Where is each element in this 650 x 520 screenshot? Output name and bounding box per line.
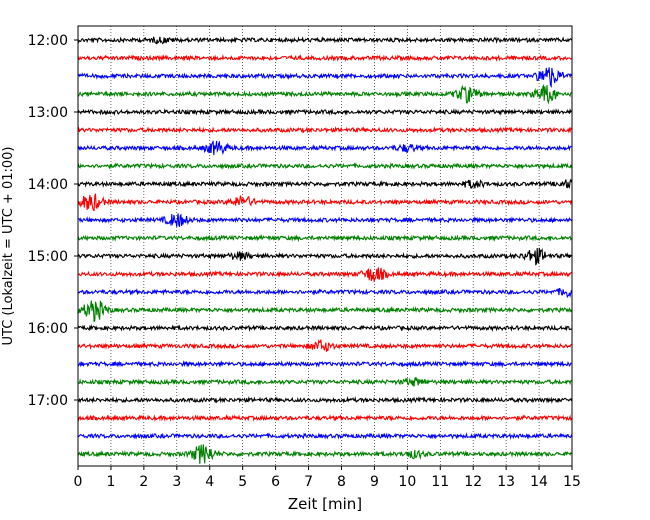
seismic-traces (77, 36, 573, 464)
trace-1230 (77, 67, 572, 89)
x-tick-label: 13 (497, 474, 515, 490)
x-tick-label: 2 (139, 474, 148, 490)
trace-1745 (77, 444, 572, 464)
x-tick-label: 7 (304, 474, 313, 490)
trace-1515 (77, 267, 572, 283)
y-axis-label: UTC (Lokalzeit = UTC + 01:00) (1, 147, 16, 346)
x-tick-label: 0 (74, 474, 83, 490)
trace-1330 (77, 140, 572, 156)
y-tick-label: 14:00 (28, 177, 68, 193)
trace-1430 (77, 213, 572, 227)
x-tick-label: 10 (398, 474, 416, 490)
y-tick-label: 13:00 (28, 105, 68, 121)
x-tick-label: 12 (464, 474, 482, 490)
trace-1615 (77, 338, 572, 352)
trace-1500 (77, 247, 572, 266)
trace-1445 (77, 234, 572, 243)
trace-1400 (77, 178, 573, 189)
x-tick-label: 15 (563, 474, 581, 490)
x-tick-label: 6 (271, 474, 280, 490)
trace-1730 (77, 432, 573, 440)
y-tick-label: 17:00 (28, 393, 68, 409)
y-tick-label: 16:00 (28, 321, 68, 337)
trace-1345 (77, 162, 573, 170)
trace-1700 (77, 395, 573, 405)
x-tick-label: 3 (172, 474, 181, 490)
trace-1245 (77, 83, 572, 105)
trace-1715 (77, 414, 572, 423)
x-axis-ticks: 0 1 2 3 4 5 6 7 8 9 10 11 12 13 14 15 (74, 466, 581, 490)
x-tick-label: 5 (238, 474, 247, 490)
vertical-gridlines (110, 26, 540, 466)
trace-1630 (77, 360, 572, 369)
y-tick-label: 12:00 (28, 33, 68, 49)
trace-1530 (77, 287, 573, 299)
trace-1415 (77, 193, 573, 212)
trace-1215 (77, 53, 572, 63)
x-tick-label: 9 (370, 474, 379, 490)
y-axis-ticks: 12:00 13:00 14:00 15:00 16:00 17:00 (28, 33, 78, 409)
plot-frame (77, 25, 573, 467)
trace-1315 (77, 125, 572, 135)
x-tick-label: 8 (337, 474, 346, 490)
x-tick-label: 14 (530, 474, 548, 490)
trace-1545 (77, 300, 572, 323)
x-tick-label: 1 (106, 474, 115, 490)
x-tick-label: 4 (205, 474, 214, 490)
trace-1200 (77, 36, 572, 45)
trace-1645 (77, 376, 572, 387)
trace-1300 (77, 107, 572, 116)
x-tick-label: 11 (431, 474, 449, 490)
y-tick-label: 15:00 (28, 249, 68, 265)
trace-1600 (77, 324, 572, 333)
x-axis-label: Zeit [min] (288, 495, 362, 513)
